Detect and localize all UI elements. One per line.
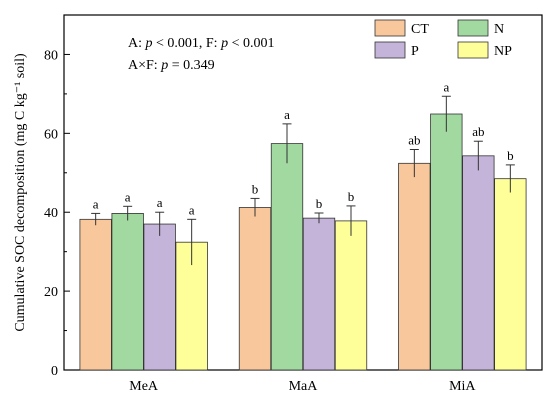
bar-ct-mea xyxy=(79,218,112,371)
legend-label-n: N xyxy=(494,22,504,37)
legend-swatch-n xyxy=(457,19,489,37)
bar-np-mea xyxy=(175,241,208,371)
significance-letter: a xyxy=(189,202,195,217)
bar-p-mea xyxy=(143,223,176,371)
significance-letter: b xyxy=(507,148,514,163)
legend-swatch-ct xyxy=(374,19,406,37)
stats-annotation: A×F: p = 0.349 xyxy=(128,58,215,73)
significance-letter: b xyxy=(348,189,355,204)
y-tick-label: 40 xyxy=(44,206,58,221)
significance-letter: b xyxy=(252,181,259,196)
significance-letter: a xyxy=(157,195,163,210)
bar-n-mia xyxy=(430,113,463,371)
bar-ct-maa xyxy=(238,207,272,371)
legend-swatch-p xyxy=(374,41,406,59)
y-tick-label: 80 xyxy=(44,48,58,63)
x-tick-label: MeA xyxy=(129,379,159,394)
y-axis-label: Cumulative SOC decomposition (mg C kg⁻¹ … xyxy=(13,53,28,332)
bar-n-maa xyxy=(270,143,304,371)
bar-np-mia xyxy=(494,178,527,371)
significance-letter: b xyxy=(316,196,323,211)
stats-annotation: A: p < 0.001, F: p < 0.001 xyxy=(128,36,274,51)
legend-label-p: P xyxy=(411,44,419,59)
significance-letter: ab xyxy=(472,124,484,139)
legend-swatch-np xyxy=(457,41,489,59)
bar-ct-mia xyxy=(398,162,431,371)
significance-letter: a xyxy=(443,79,449,94)
bar-n-mea xyxy=(111,213,144,371)
legend-label-np: NP xyxy=(494,44,512,59)
significance-letter: a xyxy=(125,189,131,204)
bar-p-mia xyxy=(462,155,495,371)
significance-letter: ab xyxy=(408,133,420,148)
significance-letter: a xyxy=(93,196,99,211)
y-tick-label: 20 xyxy=(44,285,58,300)
y-tick-label: 60 xyxy=(44,127,58,142)
x-tick-label: MiA xyxy=(449,379,476,394)
legend-label-ct: CT xyxy=(411,22,429,37)
x-tick-label: MaA xyxy=(289,379,319,394)
significance-letter: a xyxy=(284,107,290,122)
y-tick-label: 0 xyxy=(51,364,58,379)
bar-p-maa xyxy=(302,217,336,371)
bar-np-maa xyxy=(334,220,368,371)
